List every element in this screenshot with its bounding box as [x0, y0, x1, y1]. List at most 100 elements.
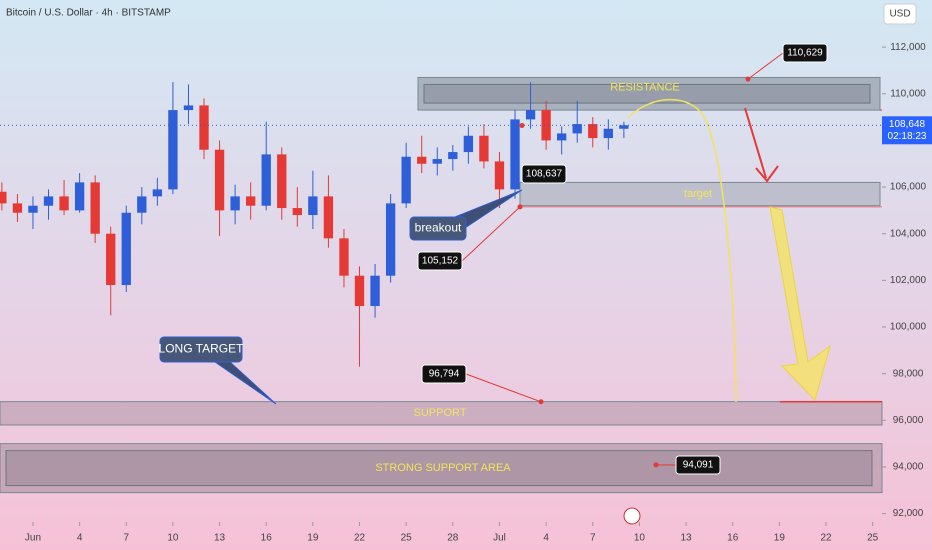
callout-dot: [519, 123, 525, 129]
x-tick-label: 16: [727, 533, 739, 544]
zone: [0, 401, 883, 426]
callout-dot: [745, 76, 751, 82]
candle-body: [354, 275, 365, 307]
candle-body: [261, 154, 271, 206]
candle-body: [214, 149, 225, 211]
callout-label: 96,794: [429, 369, 460, 380]
candle-body: [494, 161, 505, 190]
candle-body: [525, 110, 536, 120]
note-label: LONG TARGET: [159, 342, 245, 356]
candle-body: [572, 124, 582, 134]
candle-body: [230, 196, 240, 211]
candle-body: [557, 133, 567, 141]
note-label: breakout: [415, 221, 462, 235]
candle-body: [401, 156, 411, 204]
x-tick-label: 22: [820, 533, 832, 544]
currency-label: USD: [889, 9, 910, 20]
y-tick-label: 104,000: [890, 228, 927, 239]
x-tick-label: 19: [307, 533, 319, 544]
last-price-box: [882, 116, 932, 145]
candle-body: [510, 119, 520, 190]
candle-body: [323, 196, 334, 239]
zone: [0, 443, 883, 494]
x-tick-label: 4: [543, 533, 549, 544]
candle-body: [183, 105, 194, 111]
x-tick-label: 7: [123, 533, 129, 544]
callout-label: 94,091: [683, 460, 714, 471]
x-tick-label: 28: [447, 533, 459, 544]
zone-inner: [423, 83, 871, 104]
candle-body: [619, 125, 629, 129]
callout-dot: [517, 204, 523, 210]
y-tick-label: 106,000: [890, 182, 927, 193]
y-tick-label: 98,000: [893, 368, 924, 379]
y-tick-label: 92,000: [893, 508, 924, 519]
callout-leader: [747, 52, 784, 80]
x-tick-label: 10: [167, 533, 179, 544]
zone-label: RESISTANCE: [610, 82, 679, 94]
callout-label: 110,629: [787, 48, 823, 59]
callout-dot: [653, 462, 659, 468]
y-tick-label: 94,000: [893, 462, 924, 473]
x-tick-label: 25: [401, 533, 413, 544]
note-box: [409, 216, 467, 241]
candle-body: [90, 182, 100, 234]
callout-leader: [465, 373, 542, 403]
candle-body: [59, 196, 69, 211]
candle-body: [339, 238, 349, 276]
candle-body: [0, 191, 7, 204]
callout-box: [521, 164, 567, 184]
flag-icon: [623, 507, 641, 525]
candle-body: [74, 182, 85, 211]
candle-body: [199, 105, 209, 150]
candle-body: [292, 208, 302, 216]
candle-body: [28, 205, 38, 213]
callout-box: [782, 43, 828, 63]
y-tick-label: 110,000: [890, 88, 926, 99]
candle-body: [417, 156, 427, 164]
x-tick-label: 10: [634, 533, 646, 544]
callout-box: [675, 455, 721, 475]
candle-body: [541, 110, 551, 141]
zone-label: target: [684, 188, 712, 200]
candle-body: [106, 233, 116, 286]
currency-button[interactable]: [883, 3, 917, 25]
x-tick-label: 7: [590, 533, 596, 544]
candle-body: [448, 152, 458, 160]
last-price-label: 108,648: [889, 119, 926, 130]
y-tick-label: 112,000: [890, 42, 926, 53]
candle-body: [385, 203, 396, 276]
countdown: 02:18:23: [888, 131, 927, 142]
x-tick-label: 13: [681, 533, 693, 544]
arrow-red: [744, 107, 779, 183]
candle-body: [588, 124, 598, 139]
y-tick-label: 100,000: [890, 322, 927, 333]
candle-body: [12, 203, 23, 213]
x-tick-label: Jun: [25, 533, 41, 544]
zone-inner: [5, 450, 873, 487]
candle-body: [603, 128, 613, 139]
candle-body: [277, 154, 287, 209]
candle-body: [308, 196, 318, 216]
zone-label: STRONG SUPPORT AREA: [375, 462, 511, 474]
callout-label: 108,637: [526, 169, 563, 180]
candle-body: [370, 275, 380, 307]
projection-curve: [627, 98, 737, 403]
candle-body: [463, 135, 474, 153]
candle-body: [152, 189, 163, 197]
candle-body: [43, 196, 54, 206]
candle-body: [121, 212, 131, 286]
candle-body: [168, 110, 178, 190]
zone-label: SUPPORT: [414, 407, 467, 419]
x-tick-label: 19: [774, 533, 786, 544]
arrow-yellow: [769, 206, 831, 401]
callout-box: [417, 251, 463, 271]
y-tick-label: 102,000: [890, 275, 927, 286]
x-tick-label: 22: [354, 533, 366, 544]
candle-body: [432, 159, 442, 164]
x-tick-label: 25: [867, 533, 879, 544]
x-tick-label: 13: [214, 533, 226, 544]
y-tick-label: 96,000: [893, 415, 924, 426]
